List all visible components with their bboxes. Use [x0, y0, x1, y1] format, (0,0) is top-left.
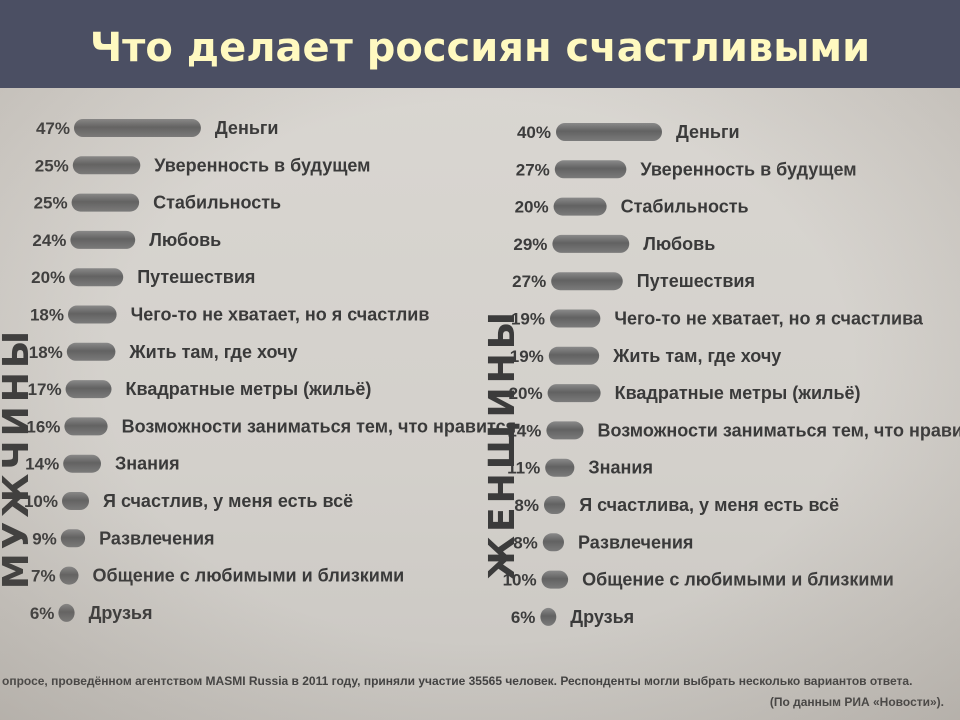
men-value-label: 25%	[34, 194, 68, 213]
men-bar	[60, 529, 86, 548]
women-category-label: Деньги	[676, 122, 740, 142]
women-category-label: Жить там, где хочу	[612, 346, 781, 366]
men-bar	[70, 230, 136, 249]
women-category-label: Друзья	[570, 607, 634, 627]
women-category-label: Стабильность	[621, 197, 749, 217]
women-bar	[542, 533, 564, 552]
women-group-label: ЖЕНЩИНЫ	[482, 308, 523, 580]
happiness-chart: 47% Деньги 25% Уверенность в будущем 25% Стаб…	[0, 118, 960, 709]
slide-header	[0, 0, 960, 88]
men-value-label: 14%	[25, 455, 59, 474]
men-value-label: 18%	[29, 343, 63, 362]
women-category-label: Чего-то не хватает, но я счастлива	[614, 309, 924, 329]
men-bar	[69, 268, 124, 287]
women-bar	[547, 384, 601, 403]
men-category-label: Стабильность	[153, 193, 281, 213]
men-category-label: Я счастлив, у меня есть всё	[103, 491, 353, 511]
women-bar	[541, 570, 569, 589]
men-value-label: 16%	[26, 417, 60, 436]
men-category-label: Деньги	[215, 118, 279, 138]
women-bar	[554, 160, 627, 179]
men-bar	[72, 156, 141, 175]
men-bar	[64, 417, 108, 436]
men-category-label: Путешествия	[137, 267, 255, 287]
women-category-label: Уверенность в будущем	[640, 159, 856, 179]
men-category-label: Друзья	[89, 603, 153, 623]
men-bar	[59, 566, 79, 585]
slide-title: Что делает россиян счастливыми	[89, 25, 871, 71]
women-category-label: Я счастлива, у меня есть всё	[579, 495, 839, 515]
footnote-source: (По данным РИА «Новости»).	[770, 695, 944, 709]
women-bar	[546, 421, 584, 440]
women-value-label: 14%	[507, 421, 541, 440]
women-value-label: 29%	[513, 235, 547, 254]
women-value-label: 19%	[511, 310, 545, 329]
women-value-label: 6%	[511, 608, 536, 627]
men-category-label: Квадратные метры (жильё)	[126, 379, 372, 399]
men-value-label: 24%	[32, 231, 66, 250]
women-bar	[544, 496, 566, 514]
women-category-label: Квадратные метры (жильё)	[615, 383, 861, 403]
women-bar	[552, 234, 630, 253]
men-value-label: 10%	[24, 492, 58, 511]
men-category-label: Развлечения	[99, 528, 214, 548]
men-value-label: 6%	[30, 604, 55, 623]
women-category-label: Развлечения	[578, 532, 693, 552]
men-category-label: Жить там, где хочу	[128, 342, 297, 362]
footnote-survey: опросе, проведённом агентством MASMI Rus…	[2, 674, 912, 688]
men-bar	[66, 342, 116, 361]
men-category-label: Чего-то не хватает, но я счастлив	[131, 305, 430, 325]
men-value-label: 18%	[30, 306, 64, 325]
men-value-label: 20%	[31, 268, 65, 287]
women-bar	[553, 197, 607, 216]
women-value-label: 11%	[507, 459, 540, 478]
women-value-label: 40%	[517, 123, 551, 142]
men-category-label: Знания	[115, 454, 180, 474]
women-value-label: 10%	[503, 571, 537, 590]
men-category-label: Любовь	[149, 230, 221, 250]
men-group-label: МУЖЧИНЫ	[0, 327, 37, 589]
women-value-label: 8%	[514, 496, 539, 515]
men-bar	[68, 305, 117, 324]
women-value-label: 27%	[512, 272, 546, 291]
women-value-label: 20%	[509, 384, 543, 403]
women-category-label: Знания	[588, 458, 653, 478]
women-category-label: Общение с любимыми и близкими	[582, 570, 894, 590]
women-bar	[551, 272, 623, 291]
men-value-label: 7%	[31, 567, 56, 586]
women-category-label: Путешествия	[637, 271, 755, 291]
women-bar	[540, 607, 557, 626]
men-bar	[58, 603, 75, 622]
men-bar	[71, 193, 140, 212]
women-value-label: 27%	[516, 160, 550, 179]
newspaper-photo	[0, 88, 960, 720]
women-bar	[545, 458, 575, 477]
women-bar	[556, 123, 662, 141]
women-category-label: Возможности заниматься тем, что нравится	[598, 420, 960, 440]
men-bar	[65, 380, 112, 399]
men-category-label: Общение с любимыми и близкими	[93, 566, 405, 586]
women-bar	[548, 346, 600, 365]
men-value-label: 9%	[32, 529, 57, 548]
men-category-label: Уверенность в будущем	[154, 155, 370, 175]
men-value-label: 17%	[28, 380, 62, 399]
men-value-label: 47%	[36, 119, 70, 138]
women-category-label: Любовь	[643, 234, 715, 254]
men-value-label: 25%	[35, 156, 69, 175]
men-category-label: Возможности заниматься тем, что нравится	[122, 416, 517, 436]
women-chart: 40% Деньги 27% Уверенность в будущем 20% Стаб…	[503, 122, 960, 627]
men-chart: 47% Деньги 25% Уверенность в будущем 25% Стаб…	[24, 118, 516, 623]
men-bar	[74, 119, 201, 137]
women-value-label: 19%	[510, 347, 544, 366]
women-value-label: 8%	[513, 533, 538, 552]
women-bar	[550, 309, 601, 328]
men-bar	[63, 454, 101, 473]
women-value-label: 20%	[515, 198, 549, 217]
men-bar	[62, 492, 89, 510]
